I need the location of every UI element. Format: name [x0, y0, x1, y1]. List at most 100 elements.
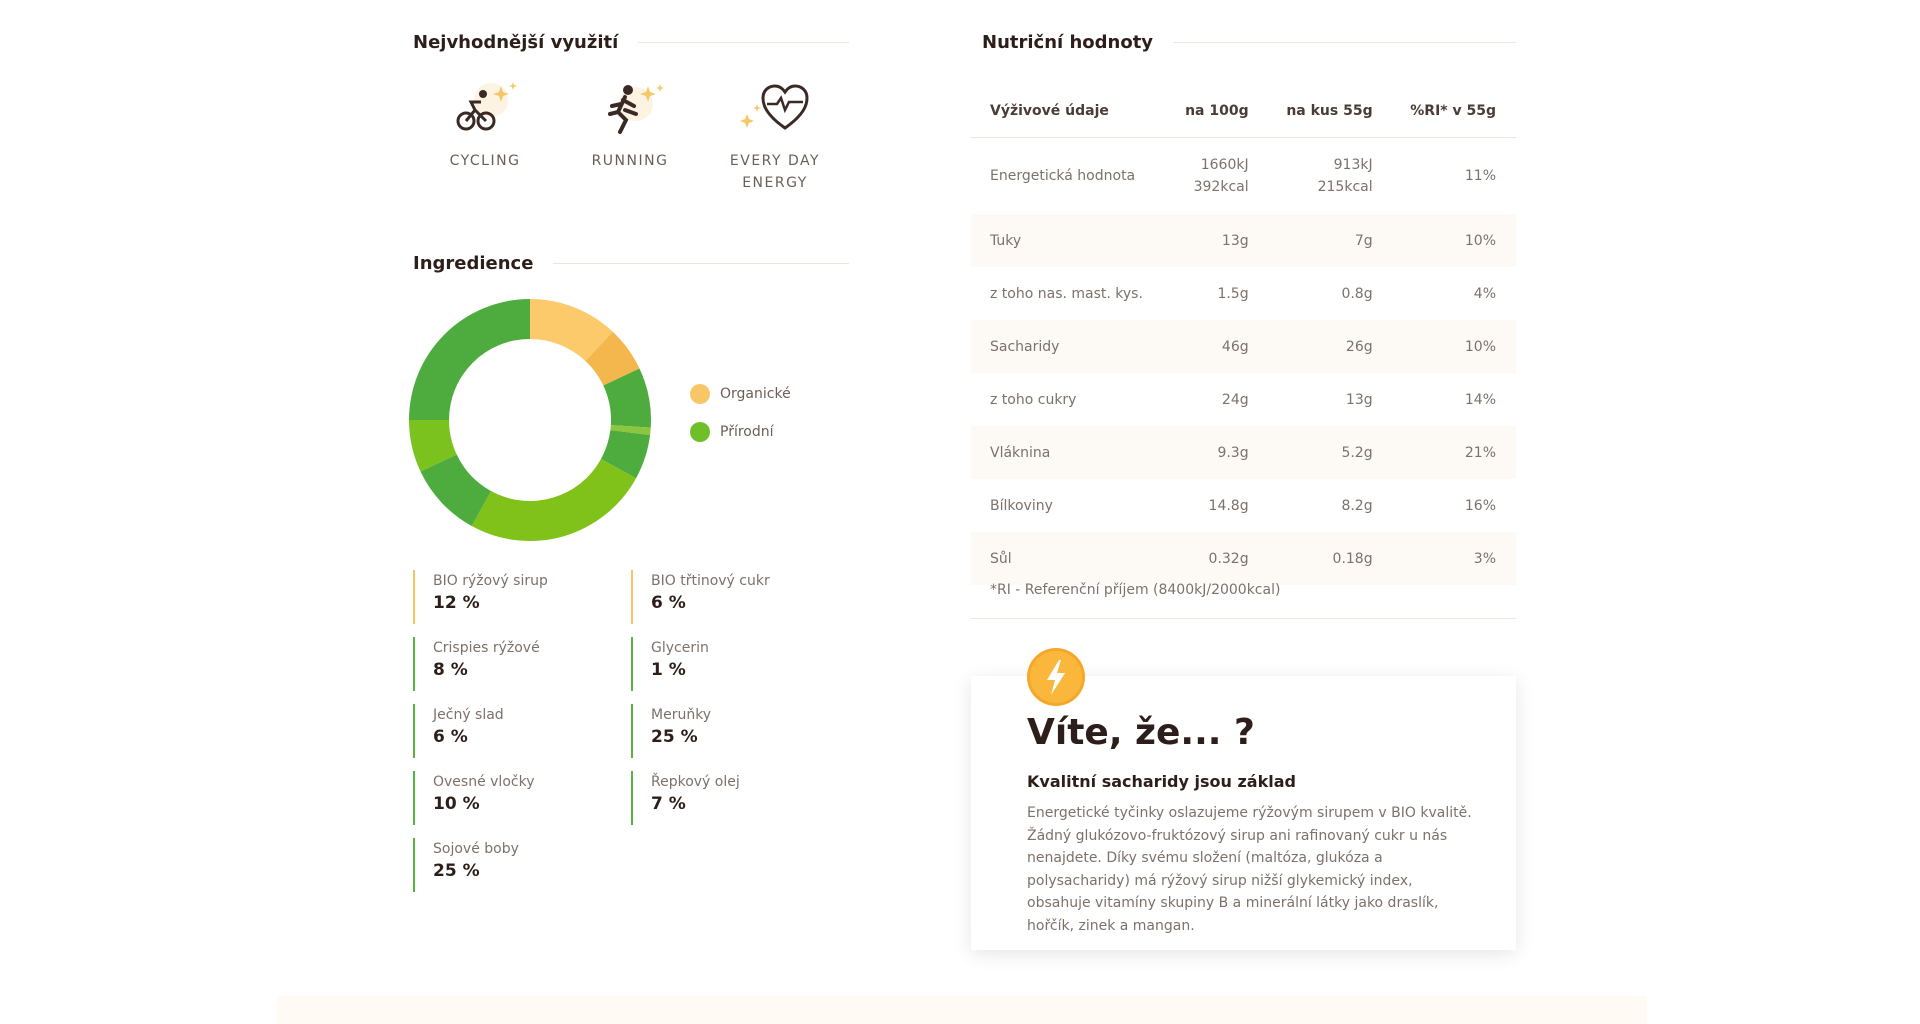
usage-item-everyday-energy: EVERY DAY ENERGY: [710, 80, 840, 194]
ingredient-name: Ovesné vločky: [433, 774, 535, 790]
donut-slice: [409, 299, 530, 420]
ingredient-percent: 1 %: [651, 660, 686, 680]
usage-section-title: Nejvhodnější využití: [413, 32, 849, 53]
ingredient-soybeans: Sojové boby 25 %: [413, 838, 603, 892]
table-cell: 7g: [1268, 214, 1393, 267]
table-row: Vláknina 9.3g 5.2g 21%: [971, 426, 1516, 479]
fact-card: [971, 676, 1516, 950]
ingredient-oat-flakes: Ovesné vločky 10 %: [413, 771, 603, 825]
table-cell: 11%: [1464, 168, 1496, 184]
donut-slice: [471, 459, 637, 541]
ingredient-percent: 12 %: [433, 593, 480, 613]
ingredients-section-title: Ingredience: [413, 253, 849, 274]
table-cell: 13g: [1345, 391, 1373, 408]
title-divider: [638, 42, 849, 43]
ingredient-name: Řepkový olej: [651, 774, 740, 790]
legend-dot-organic: [690, 384, 710, 404]
title-divider: [553, 263, 849, 264]
table-cell: 46g: [1170, 320, 1269, 373]
table-cell: 4%: [1473, 285, 1496, 302]
table-cell: 26g: [1268, 320, 1393, 373]
fact-badge: [1027, 648, 1085, 706]
ingredient-percent: 25 %: [651, 727, 698, 747]
table-row: Bílkoviny 14.8g 8.2g 16%: [971, 479, 1516, 532]
legend-dot-natural: [690, 422, 710, 442]
table-cell: 5.2g: [1268, 426, 1393, 479]
table-cell: 16%: [1464, 497, 1496, 514]
ingredient-name: Glycerin: [651, 640, 709, 656]
table-header-cell: na 100g: [1170, 85, 1269, 138]
table-cell: 24g: [1221, 391, 1249, 408]
table-cell: Bílkoviny: [990, 497, 1053, 514]
table-header-cell: na kus 55g: [1268, 85, 1393, 138]
table-cell: 0.32g: [1170, 532, 1269, 585]
table-cell: z toho nas. mast. kys.: [990, 285, 1143, 302]
table-cell: 1660kJ 392kcal: [1193, 157, 1249, 195]
ingredient-percent: 7 %: [651, 794, 686, 814]
donut-slice: [530, 299, 613, 361]
table-header-cell: Výživové údaje: [971, 85, 1171, 138]
table-header-row: Výživové údaje na 100g na kus 55g %RI* v…: [971, 85, 1516, 138]
table-cell: 14.8g: [1208, 497, 1249, 514]
ri-footnote: *RI - Referenční příjem (8400kJ/2000kcal…: [990, 582, 1281, 598]
donut-slice: [600, 430, 651, 479]
ingredient-percent: 8 %: [433, 660, 468, 680]
donut-slice: [420, 454, 491, 527]
ingredient-percent: 10 %: [433, 794, 480, 814]
donut-slice: [610, 425, 651, 436]
table-cell: 8.2g: [1341, 497, 1373, 514]
nutrition-section-title: Nutriční hodnoty: [982, 32, 1516, 53]
ingredient-apricots: Meruňky 25 %: [631, 704, 821, 758]
legend-organic: Organické: [690, 384, 791, 404]
nutrition-table: Výživové údaje na 100g na kus 55g %RI* v…: [971, 85, 1516, 585]
table-cell: 13g: [1170, 214, 1269, 267]
table-cell: Sacharidy: [971, 320, 1171, 373]
table-cell: Vláknina: [971, 426, 1171, 479]
title-divider: [1173, 42, 1516, 43]
ingredient-rapeseed-oil: Řepkový olej 7 %: [631, 771, 821, 825]
usage-item-running: RUNNING: [565, 80, 695, 172]
ingredient-percent: 6 %: [433, 727, 468, 747]
donut-slice: [409, 420, 457, 472]
table-header-cell: %RI* v 55g: [1392, 85, 1516, 138]
ingredient-name: Crispies rýžové: [433, 640, 540, 656]
legend-natural: Přírodní: [690, 422, 774, 442]
running-icon: [608, 84, 664, 134]
ingredient-rice-crispies: Crispies rýžové 8 %: [413, 637, 603, 691]
table-cell: 21%: [1392, 426, 1516, 479]
table-cell: Sůl: [971, 532, 1171, 585]
donut-slice: [603, 368, 651, 428]
table-row: Energetická hodnota 1660kJ 392kcal 913kJ…: [971, 138, 1516, 215]
usage-label: RUNNING: [591, 153, 669, 169]
table-cell: Energetická hodnota: [990, 168, 1136, 184]
table-cell: z toho cukry: [990, 391, 1077, 408]
fact-text: Energetické tyčinky oslazujeme rýžovým s…: [1027, 805, 1472, 934]
ingredient-name: BIO třtinový cukr: [651, 573, 770, 589]
ingredient-name: BIO rýžový sirup: [433, 573, 548, 589]
ingredient-name: Meruňky: [651, 707, 712, 723]
table-cell: 10%: [1392, 320, 1516, 373]
cycling-icon: [456, 82, 517, 131]
ingredient-bio-cane-sugar: BIO třtinový cukr 6 %: [631, 570, 821, 624]
ingredient-bio-rice-syrup: BIO rýžový sirup 12 %: [413, 570, 603, 624]
ingredient-percent: 6 %: [651, 593, 686, 613]
table-cell: Tuky: [971, 214, 1171, 267]
heart-icon: [740, 84, 809, 130]
usage-label: EVERY DAY ENERGY: [729, 153, 821, 191]
table-cell: 0.8g: [1341, 285, 1373, 302]
fact-subtitle: Kvalitní sacharidy jsou základ: [1027, 772, 1296, 791]
table-row: z toho nas. mast. kys. 1.5g 0.8g 4%: [971, 267, 1516, 320]
ingredient-name: Ječný slad: [433, 707, 504, 723]
table-row: Sůl 0.32g 0.18g 3%: [971, 532, 1516, 585]
table-row: z toho cukry 24g 13g 14%: [971, 373, 1516, 426]
table-cell: 913kJ 215kcal: [1317, 157, 1373, 195]
ingredients-donut-chart: [409, 299, 651, 541]
table-cell: 0.18g: [1268, 532, 1393, 585]
table-divider: [971, 618, 1516, 619]
table-cell: 1.5g: [1217, 285, 1249, 302]
ingredient-percent: 25 %: [433, 861, 480, 881]
table-cell: 3%: [1392, 532, 1516, 585]
donut-slice: [585, 331, 640, 386]
usage-label: CYCLING: [449, 153, 521, 169]
table-row: Sacharidy 46g 26g 10%: [971, 320, 1516, 373]
